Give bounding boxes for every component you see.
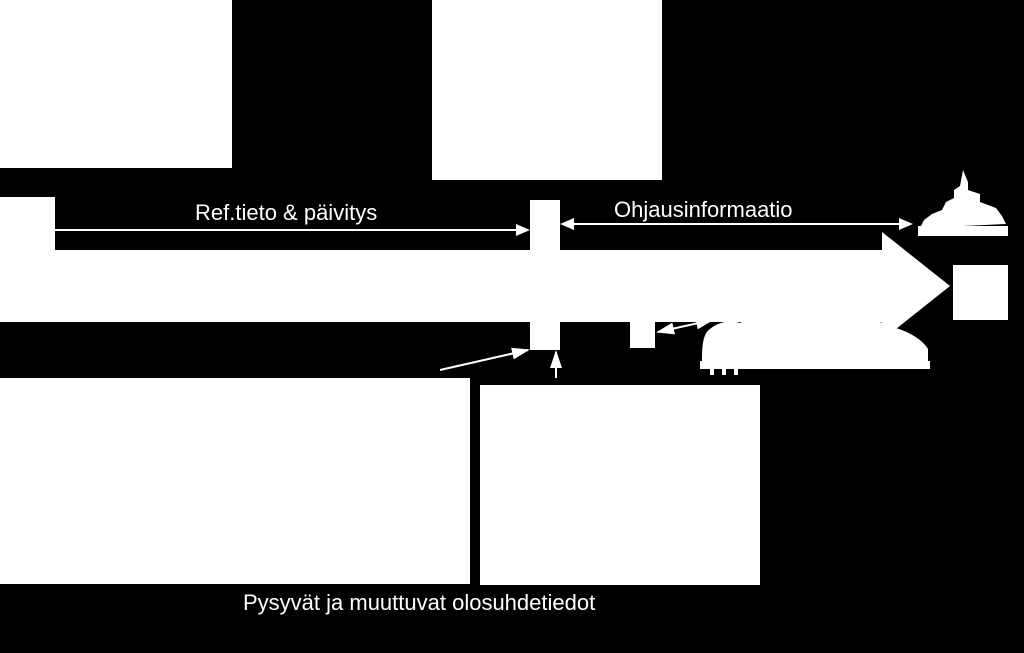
creature-icon xyxy=(700,305,930,380)
ship-icon xyxy=(918,168,1008,248)
